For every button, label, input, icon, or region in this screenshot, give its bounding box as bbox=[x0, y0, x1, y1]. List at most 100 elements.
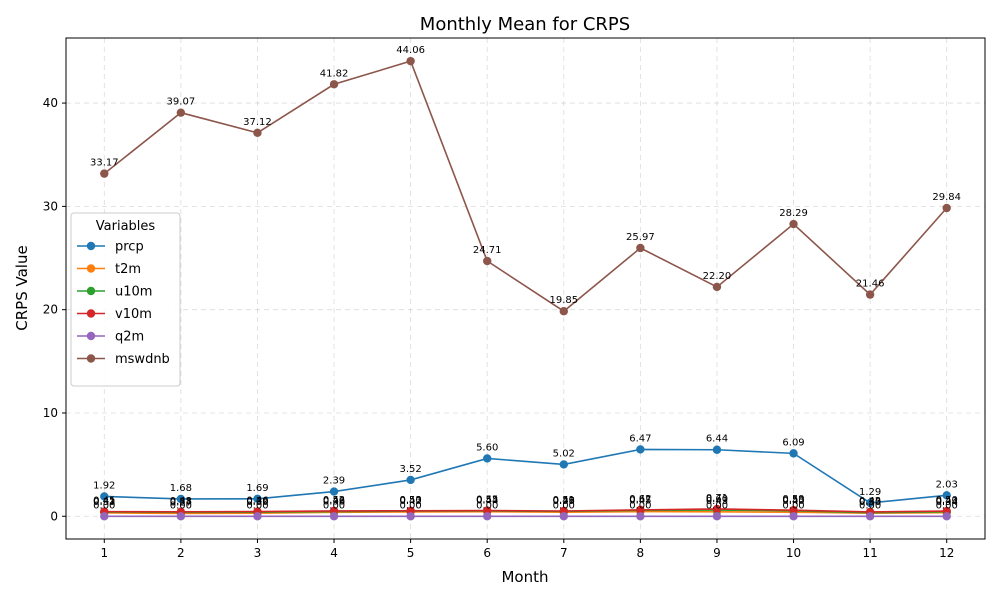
x-tick-label: 12 bbox=[939, 546, 954, 560]
data-label-prcp: 1.69 bbox=[246, 483, 268, 494]
data-label-u10m: 0.60 bbox=[706, 494, 728, 505]
data-label-q2m: 0.00 bbox=[246, 500, 268, 511]
data-point-mswdnb bbox=[789, 219, 798, 229]
data-point-q2m bbox=[483, 512, 492, 521]
data-label-mswdnb: 33.17 bbox=[90, 158, 119, 169]
data-label-t2m: 0.30 bbox=[859, 497, 881, 508]
data-label-u10m: 0.39 bbox=[246, 496, 268, 507]
x-tick-label: 3 bbox=[254, 546, 262, 560]
data-label-v10m: 0.50 bbox=[936, 495, 958, 506]
data-label-q2m: 0.00 bbox=[936, 500, 958, 511]
data-label-u10m: 0.38 bbox=[170, 496, 192, 507]
y-axis-label: CRPS Value bbox=[13, 245, 31, 330]
data-label-mswdnb: 39.07 bbox=[167, 97, 196, 108]
series-line-t2m bbox=[104, 510, 947, 515]
chart-title: Monthly Mean for CRPS bbox=[420, 14, 630, 35]
data-label-mswdnb: 41.82 bbox=[320, 68, 349, 79]
legend-marker-u10m bbox=[86, 286, 96, 296]
data-label-u10m: 0.35 bbox=[859, 497, 881, 508]
data-point-mswdnb bbox=[329, 80, 339, 89]
data-label-prcp: 6.44 bbox=[706, 434, 728, 445]
data-point-q2m bbox=[942, 512, 951, 521]
data-point-q2m bbox=[636, 512, 645, 521]
data-label-t2m: 0.40 bbox=[782, 496, 804, 507]
data-label-q2m: 0.00 bbox=[859, 500, 881, 511]
legend-label-q2m: q2m bbox=[115, 330, 144, 345]
data-label-q2m: 0.00 bbox=[399, 500, 421, 511]
data-point-prcp bbox=[865, 498, 875, 508]
data-point-prcp bbox=[559, 460, 568, 469]
data-point-mswdnb bbox=[942, 203, 951, 213]
data-label-mswdnb: 44.06 bbox=[396, 45, 425, 56]
data-point-prcp bbox=[483, 454, 492, 463]
data-label-u10m: 0.57 bbox=[629, 494, 651, 505]
data-label-q2m: 0.00 bbox=[476, 500, 498, 511]
data-point-mswdnb bbox=[483, 256, 492, 266]
legend-label-v10m: v10m bbox=[115, 307, 152, 322]
data-label-mswdnb: 19.85 bbox=[549, 295, 578, 306]
series-line-v10m bbox=[104, 508, 947, 513]
y-tick-label: 0 bbox=[50, 509, 58, 523]
data-label-v10m: 0.59 bbox=[782, 494, 804, 505]
data-point-q2m bbox=[789, 512, 798, 521]
y-tick-label: 20 bbox=[43, 303, 58, 317]
data-label-u10m: 0.52 bbox=[476, 495, 498, 506]
data-label-u10m: 0.43 bbox=[936, 496, 958, 507]
data-label-v10m: 0.43 bbox=[170, 496, 192, 507]
data-label-mswdnb: 24.71 bbox=[473, 245, 502, 256]
data-point-q2m bbox=[865, 512, 875, 521]
data-label-v10m: 0.52 bbox=[323, 495, 345, 506]
data-point-prcp bbox=[329, 487, 339, 496]
data-label-v10m: 0.42 bbox=[859, 496, 881, 507]
y-tick-label: 30 bbox=[43, 199, 58, 213]
x-tick-label: 8 bbox=[637, 546, 645, 560]
data-point-q2m bbox=[329, 512, 339, 521]
data-label-mswdnb: 25.97 bbox=[626, 232, 655, 243]
data-label-t2m: 0.42 bbox=[399, 496, 421, 507]
legend-marker-prcp bbox=[86, 241, 96, 251]
x-tick-label: 4 bbox=[330, 546, 338, 560]
data-point-prcp bbox=[636, 445, 645, 454]
data-label-q2m: 0.00 bbox=[170, 500, 192, 511]
data-label-t2m: 0.45 bbox=[629, 496, 651, 507]
data-point-mswdnb bbox=[100, 169, 109, 178]
data-label-t2m: 0.44 bbox=[476, 496, 498, 507]
data-label-u10m: 0.50 bbox=[399, 495, 421, 506]
data-label-q2m: 0.00 bbox=[706, 500, 728, 511]
x-tick-label: 5 bbox=[407, 546, 415, 560]
data-label-mswdnb: 22.20 bbox=[703, 271, 732, 282]
plot-frame bbox=[65, 37, 986, 540]
data-label-v10m: 0.46 bbox=[246, 496, 268, 507]
data-point-prcp bbox=[406, 475, 415, 485]
data-point-q2m bbox=[712, 512, 722, 521]
data-label-q2m: 0.00 bbox=[553, 500, 575, 511]
legend-marker-q2m bbox=[86, 331, 96, 341]
legend-label-u10m: u10m bbox=[115, 285, 152, 300]
data-label-prcp: 2.39 bbox=[323, 476, 345, 487]
data-label-u10m: 0.48 bbox=[553, 495, 575, 506]
data-label-q2m: 0.00 bbox=[782, 500, 804, 511]
data-point-mswdnb bbox=[712, 282, 722, 292]
data-label-prcp: 5.60 bbox=[476, 442, 498, 453]
series-line-mswdnb bbox=[103, 60, 948, 313]
legend-marker-mswdnb bbox=[86, 354, 96, 363]
x-tick-label: 2 bbox=[177, 546, 185, 560]
x-tick-label: 6 bbox=[483, 546, 491, 560]
data-label-mswdnb: 37.12 bbox=[243, 117, 272, 128]
data-label-v10m: 0.71 bbox=[706, 493, 728, 504]
data-label-v10m: 0.45 bbox=[93, 496, 115, 507]
data-label-u10m: 0.41 bbox=[93, 496, 115, 507]
data-label-mswdnb: 21.46 bbox=[856, 279, 885, 290]
data-label-t2m: 0.27 bbox=[170, 497, 192, 508]
legend-label-t2m: t2m bbox=[115, 262, 141, 277]
data-point-v10m bbox=[789, 505, 798, 515]
data-label-q2m: 0.00 bbox=[93, 500, 115, 511]
data-label-u10m: 0.46 bbox=[323, 496, 345, 507]
data-label-t2m: 0.30 bbox=[246, 497, 268, 508]
data-label-prcp: 1.68 bbox=[170, 483, 192, 494]
data-point-v10m bbox=[636, 505, 645, 515]
data-point-prcp bbox=[100, 492, 109, 501]
data-label-q2m: 0.00 bbox=[323, 500, 345, 511]
data-label-prcp: 6.47 bbox=[629, 433, 651, 444]
